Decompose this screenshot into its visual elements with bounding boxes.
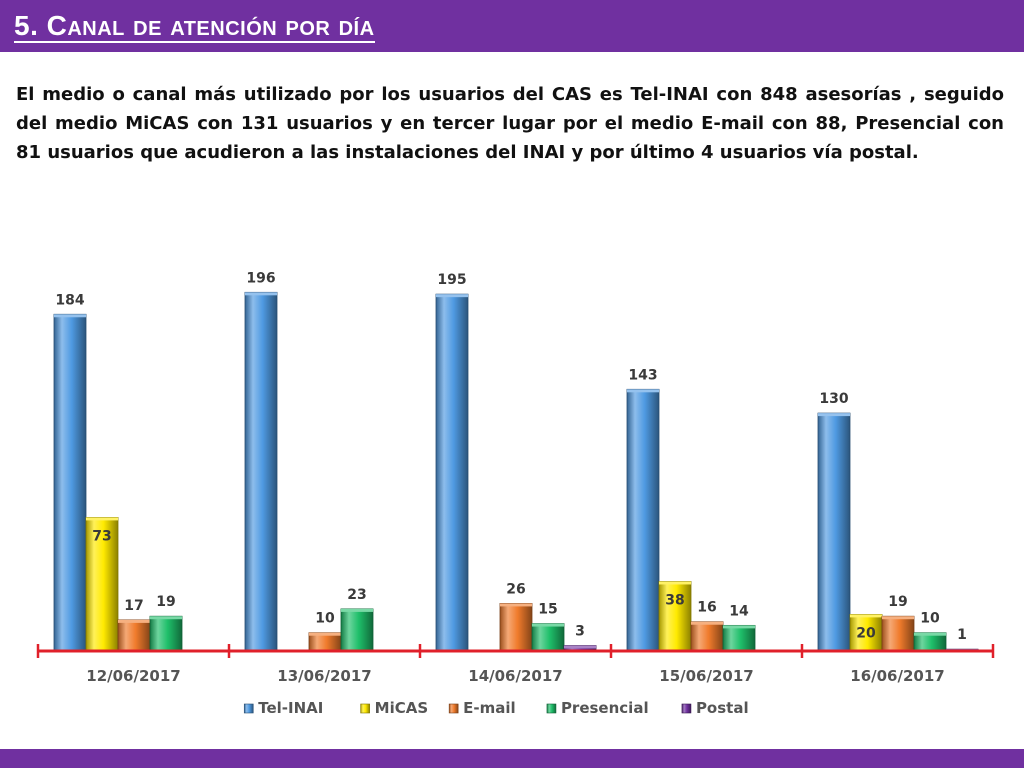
bar-tel-inai-4	[817, 412, 851, 652]
bar-cap	[850, 614, 882, 618]
bar-cap	[882, 616, 914, 620]
value-label: 184	[55, 292, 84, 308]
value-label: 17	[124, 598, 143, 614]
intro-paragraph: El medio o canal más utilizado por los u…	[16, 84, 1004, 163]
value-label: 143	[628, 367, 657, 383]
category-label: 16/06/2017	[850, 667, 944, 685]
value-label: 15	[538, 602, 557, 618]
legend-item: MiCAS	[360, 699, 429, 717]
legend-item: Presencial	[546, 699, 649, 717]
legend-swatch	[681, 703, 692, 714]
bar-presencial-2	[531, 623, 565, 652]
legend-label: E-mail	[463, 699, 516, 717]
bar-cap	[564, 645, 596, 649]
value-label: 196	[246, 270, 275, 286]
bar-cap	[341, 608, 373, 612]
bar-cap	[627, 389, 659, 393]
bar-e-mail-4	[881, 615, 915, 652]
bar-chart: 12/06/2017 13/06/2017 14/06/2017 15/06/2017…	[36, 270, 995, 717]
legend-label: Presencial	[561, 699, 649, 717]
legend-swatch	[360, 703, 370, 714]
bars-layer	[53, 291, 979, 653]
bar-tel-inai-0	[53, 313, 87, 652]
value-label: 73	[92, 528, 111, 544]
value-label: 14	[729, 603, 749, 619]
footer-bar	[0, 749, 1024, 768]
bar-cap	[309, 632, 341, 636]
value-label: 130	[819, 391, 848, 407]
legend-swatch	[243, 703, 254, 714]
value-label: 16	[697, 600, 716, 616]
value-label: 20	[856, 625, 876, 641]
legend-swatch	[448, 703, 459, 714]
legend-label: Tel-INAI	[258, 699, 323, 717]
bar-cap	[245, 292, 277, 296]
category-label: 13/06/2017	[277, 667, 371, 685]
bar-tel-inai-3	[626, 388, 660, 652]
category-label: 14/06/2017	[468, 667, 562, 685]
bar-cap	[118, 619, 150, 623]
legend: Tel-INAI MiCAS E-mail Presencial Postal	[243, 699, 749, 717]
value-label: 3	[575, 624, 585, 640]
value-label: 19	[888, 594, 907, 610]
value-label: 23	[347, 587, 366, 603]
bar-cap	[150, 616, 182, 620]
bar-cap	[500, 603, 532, 607]
bar-e-mail-2	[499, 603, 533, 652]
bar-tel-inai-2	[435, 293, 469, 652]
bar-cap	[86, 517, 118, 521]
legend-item: Tel-INAI	[243, 699, 323, 717]
bar-micas-3	[658, 581, 692, 652]
value-label: 19	[156, 594, 175, 610]
value-labels: 184 73 17 19 196 10 23 195 26 15 3 143 38 16 14 130 20 19…	[55, 270, 966, 643]
value-label: 10	[315, 611, 335, 627]
bar-e-mail-0	[117, 619, 151, 652]
category-label: 12/06/2017	[86, 667, 180, 685]
bar-presencial-3	[722, 624, 756, 652]
legend-label: MiCAS	[375, 699, 429, 717]
bar-cap	[691, 621, 723, 625]
slide-title: 5. Canal de atención por día	[14, 10, 375, 41]
value-label: 10	[920, 611, 940, 627]
bar-cap	[914, 632, 946, 636]
bar-e-mail-3	[690, 621, 724, 652]
category-label: 15/06/2017	[659, 667, 753, 685]
legend-swatch	[546, 703, 557, 714]
legend-item: Postal	[681, 699, 749, 717]
bar-cap	[723, 625, 755, 629]
bar-presencial-0	[149, 615, 183, 652]
legend-label: Postal	[696, 699, 749, 717]
legend-item: E-mail	[448, 699, 516, 717]
x-axis: 12/06/2017 13/06/2017 14/06/2017 15/06/2017…	[36, 644, 995, 685]
bar-tel-inai-1	[244, 291, 278, 652]
bar-cap	[818, 413, 850, 417]
bar-presencial-1	[340, 608, 374, 652]
value-label: 1	[957, 627, 967, 643]
value-label: 195	[437, 272, 466, 288]
bar-cap	[54, 314, 86, 318]
bar-micas-0	[85, 517, 119, 652]
bar-cap	[532, 623, 564, 627]
value-label: 26	[506, 581, 525, 597]
bar-cap	[436, 294, 468, 298]
value-label: 38	[665, 592, 684, 608]
bar-cap	[659, 581, 691, 585]
